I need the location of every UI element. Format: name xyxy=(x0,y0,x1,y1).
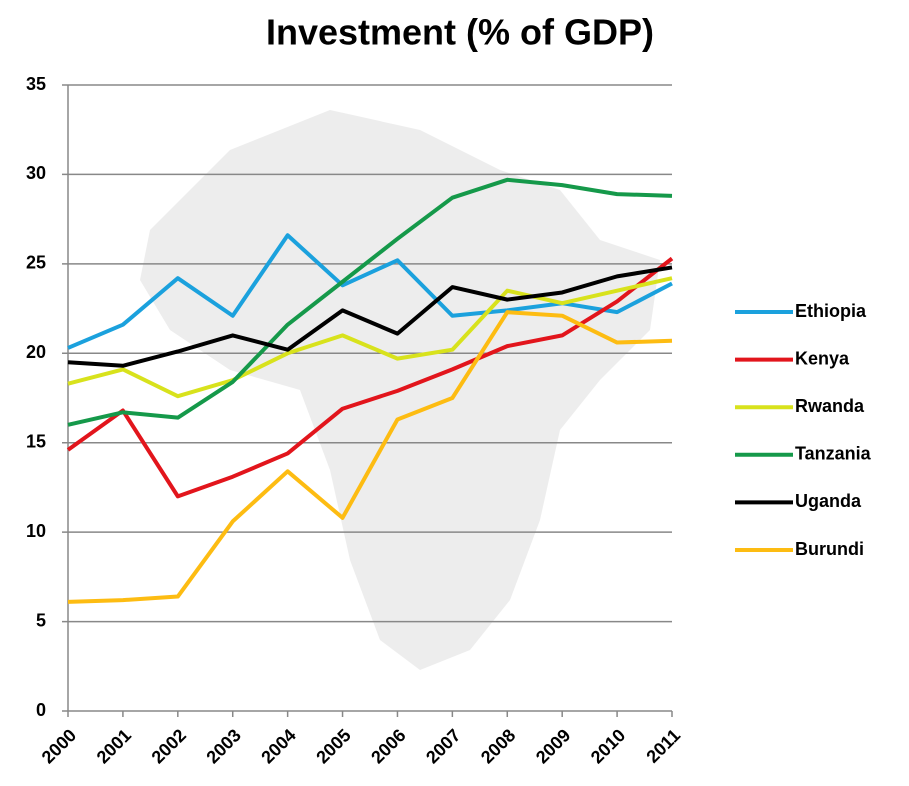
y-tick-label: 10 xyxy=(26,521,46,541)
x-tick-label: 2006 xyxy=(367,725,409,767)
legend-label: Burundi xyxy=(795,539,864,559)
y-tick-label: 30 xyxy=(26,163,46,183)
x-tick-label: 2004 xyxy=(257,725,299,767)
x-tick-label: 2000 xyxy=(38,725,80,767)
legend-label: Ethiopia xyxy=(795,301,867,321)
series-line xyxy=(67,177,673,427)
y-tick-label: 15 xyxy=(26,431,46,451)
chart-title: Investment (% of GDP) xyxy=(266,12,654,53)
x-tick-label: 2001 xyxy=(93,725,135,767)
x-tick-label: 2002 xyxy=(148,725,190,767)
y-tick-label: 35 xyxy=(26,74,46,94)
series-line xyxy=(67,265,673,368)
x-tick-label: 2010 xyxy=(587,725,629,767)
x-tick-label: 2003 xyxy=(202,725,244,767)
series-line xyxy=(66,256,674,499)
y-tick-label: 5 xyxy=(36,610,46,630)
x-tick-label: 2008 xyxy=(477,725,519,767)
series-line xyxy=(67,233,673,350)
legend-label: Rwanda xyxy=(795,396,865,416)
x-tick-label: 2011 xyxy=(642,725,684,767)
legend-label: Tanzania xyxy=(795,444,872,464)
x-tick-label: 2005 xyxy=(312,725,354,767)
x-tick-label: 2007 xyxy=(422,725,464,767)
y-tick-label: 0 xyxy=(36,700,46,720)
legend-label: Kenya xyxy=(795,348,850,368)
legend-label: Uganda xyxy=(795,491,862,511)
series-line xyxy=(67,276,673,399)
x-tick-label: 2009 xyxy=(532,725,574,767)
y-tick-label: 25 xyxy=(26,253,46,273)
series-line xyxy=(67,310,673,604)
y-tick-label: 20 xyxy=(26,342,46,362)
